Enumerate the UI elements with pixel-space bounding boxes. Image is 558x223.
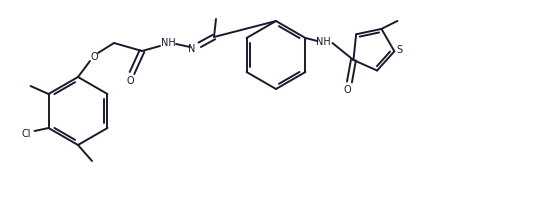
Text: O: O [344, 85, 351, 95]
Text: O: O [90, 52, 98, 62]
Text: NH: NH [161, 38, 175, 48]
Text: S: S [396, 45, 402, 55]
Text: Cl: Cl [22, 129, 31, 139]
Text: N: N [188, 44, 196, 54]
Text: NH: NH [316, 37, 331, 47]
Text: O: O [126, 76, 134, 86]
